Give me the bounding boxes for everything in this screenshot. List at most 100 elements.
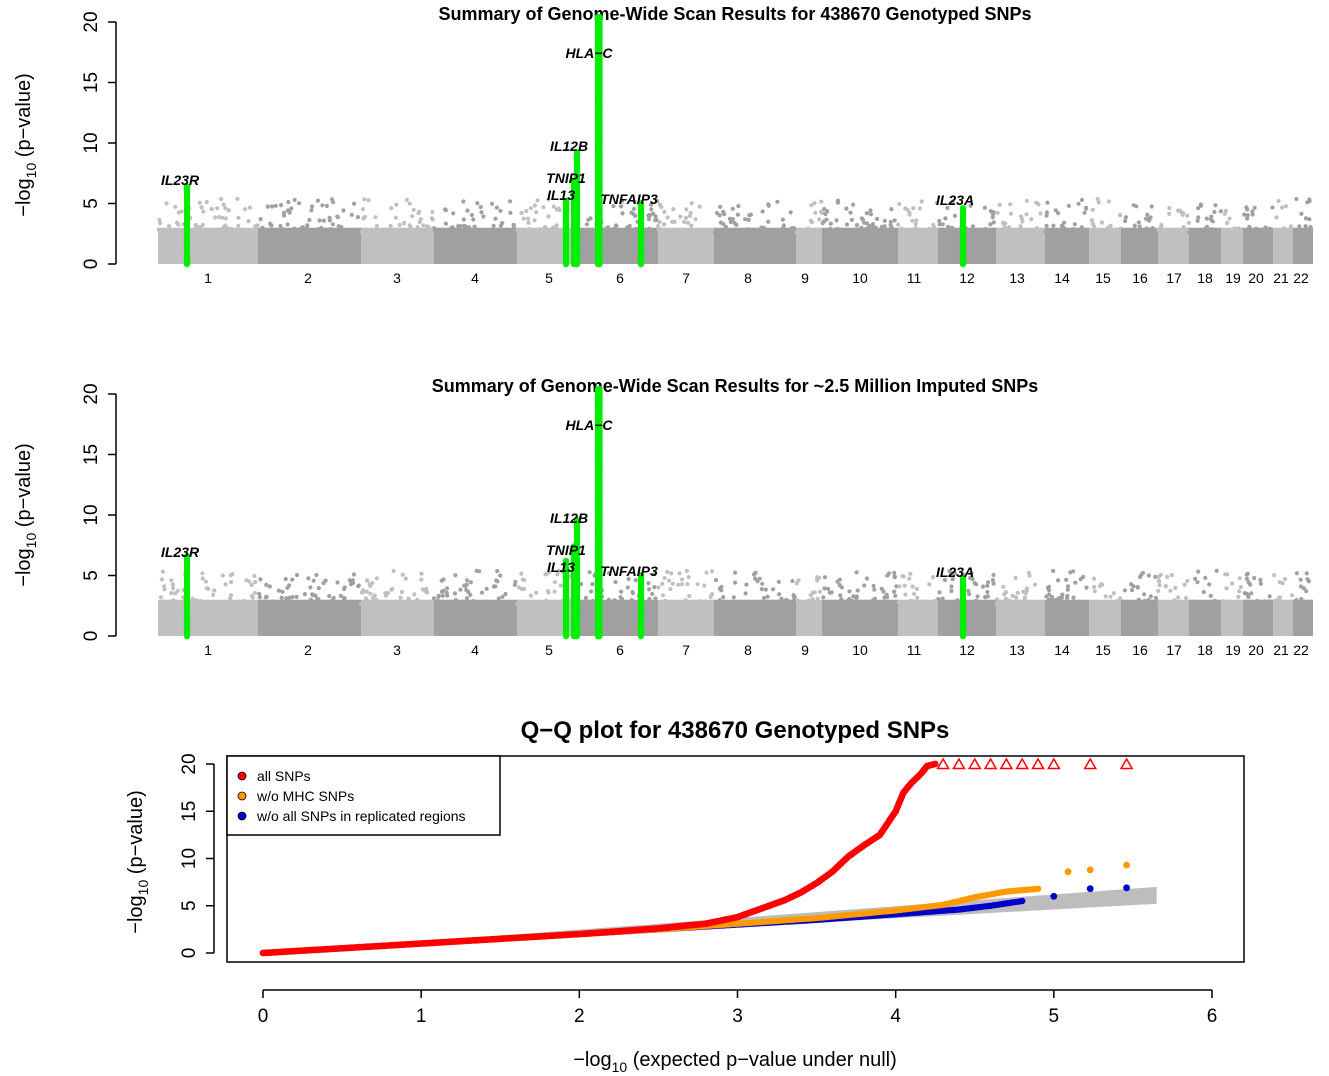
snp-point bbox=[169, 578, 174, 583]
snp-point bbox=[825, 602, 830, 607]
manhattan-imputed-title: Summary of Genome-Wide Scan Results for … bbox=[432, 376, 1038, 396]
snp-point bbox=[557, 208, 562, 213]
snp-point bbox=[475, 201, 480, 206]
snp-point bbox=[1225, 572, 1230, 577]
snp-point bbox=[1147, 218, 1152, 223]
snp-point bbox=[338, 593, 343, 598]
snp-point bbox=[509, 601, 515, 606]
snp-point bbox=[1170, 230, 1175, 235]
chromosome-label: 10 bbox=[852, 270, 868, 286]
snp-point bbox=[1023, 230, 1028, 235]
snp-point bbox=[1181, 225, 1186, 230]
snp-point bbox=[990, 578, 996, 583]
snp-point bbox=[399, 589, 404, 595]
snp-point bbox=[1307, 199, 1312, 204]
snp-point bbox=[512, 582, 518, 588]
snp-point bbox=[1140, 570, 1146, 575]
snp-point bbox=[351, 580, 356, 586]
snp-point bbox=[495, 569, 500, 574]
snp-point bbox=[817, 575, 822, 580]
snp-point bbox=[1304, 589, 1309, 594]
snp-point bbox=[501, 230, 506, 235]
snp-point bbox=[1084, 206, 1089, 211]
snp-point bbox=[1247, 224, 1252, 229]
snp-point bbox=[456, 224, 461, 229]
snp-point bbox=[528, 593, 534, 598]
chromosome-3-points bbox=[359, 568, 436, 636]
snp-point bbox=[913, 221, 918, 226]
snp-point bbox=[371, 600, 376, 605]
snp-point bbox=[1184, 601, 1189, 606]
snp-point bbox=[1136, 230, 1142, 235]
snp-point bbox=[265, 204, 270, 209]
snp-point bbox=[1148, 599, 1153, 604]
chromosome-band bbox=[1273, 599, 1293, 636]
snp-point bbox=[910, 218, 915, 223]
snp-point bbox=[379, 228, 384, 233]
snp-point bbox=[763, 587, 768, 592]
snp-point bbox=[1157, 600, 1162, 605]
snp-point bbox=[1122, 588, 1127, 593]
qq-point bbox=[931, 760, 939, 768]
snp-point bbox=[721, 222, 726, 227]
snp-point bbox=[991, 229, 997, 234]
chromosome-band bbox=[1243, 599, 1273, 636]
snp-point bbox=[524, 209, 529, 214]
snp-point bbox=[936, 596, 941, 602]
snp-point bbox=[765, 594, 770, 599]
gene-label: IL23A bbox=[936, 564, 974, 580]
snp-point bbox=[630, 591, 636, 596]
snp-point bbox=[1267, 594, 1272, 599]
snp-point bbox=[192, 602, 197, 607]
snp-point bbox=[751, 572, 757, 577]
snp-point bbox=[224, 230, 229, 235]
snp-point bbox=[246, 219, 251, 224]
snp-point bbox=[509, 229, 515, 235]
snp-point bbox=[465, 208, 470, 213]
snp-point bbox=[452, 591, 457, 596]
snp-point bbox=[279, 203, 284, 208]
snp-point bbox=[1050, 594, 1055, 600]
snp-point bbox=[290, 595, 295, 600]
snp-point bbox=[1148, 594, 1153, 599]
snp-point bbox=[1208, 593, 1213, 599]
snp-point bbox=[352, 201, 357, 206]
snp-point bbox=[814, 230, 819, 235]
snp-point bbox=[613, 579, 618, 585]
gene-label: HLA−C bbox=[565, 417, 613, 433]
snp-point bbox=[203, 579, 209, 584]
snp-point bbox=[556, 602, 561, 607]
snp-point bbox=[790, 578, 795, 584]
snp-point bbox=[1079, 197, 1085, 203]
snp-point bbox=[1039, 602, 1044, 607]
snp-point bbox=[360, 207, 365, 212]
snp-point bbox=[985, 589, 990, 595]
snp-point bbox=[937, 222, 942, 227]
snp-point bbox=[1029, 217, 1034, 222]
snp-point bbox=[923, 230, 928, 235]
snp-point bbox=[755, 579, 760, 584]
snp-point bbox=[552, 589, 557, 594]
snp-point bbox=[1038, 211, 1043, 216]
snp-point bbox=[173, 204, 178, 209]
chromosome-20-points bbox=[1242, 205, 1275, 264]
snp-point bbox=[426, 224, 431, 230]
snp-point bbox=[1276, 198, 1281, 204]
chromosome-band bbox=[822, 227, 898, 264]
snp-point bbox=[1156, 588, 1161, 594]
snp-point bbox=[330, 222, 335, 227]
snp-point bbox=[1299, 211, 1304, 216]
snp-point bbox=[762, 225, 767, 231]
snp-point bbox=[1081, 574, 1086, 580]
snp-point bbox=[298, 226, 303, 231]
snp-point bbox=[1001, 584, 1006, 589]
snp-point bbox=[1008, 202, 1013, 207]
snp-point bbox=[461, 199, 466, 204]
snp-point bbox=[443, 208, 448, 213]
chromosome-band bbox=[1045, 599, 1089, 636]
snp-point bbox=[1106, 199, 1112, 204]
snp-point bbox=[200, 222, 205, 227]
snp-point bbox=[919, 199, 924, 204]
snp-point bbox=[994, 597, 1000, 602]
snp-point bbox=[449, 226, 454, 231]
